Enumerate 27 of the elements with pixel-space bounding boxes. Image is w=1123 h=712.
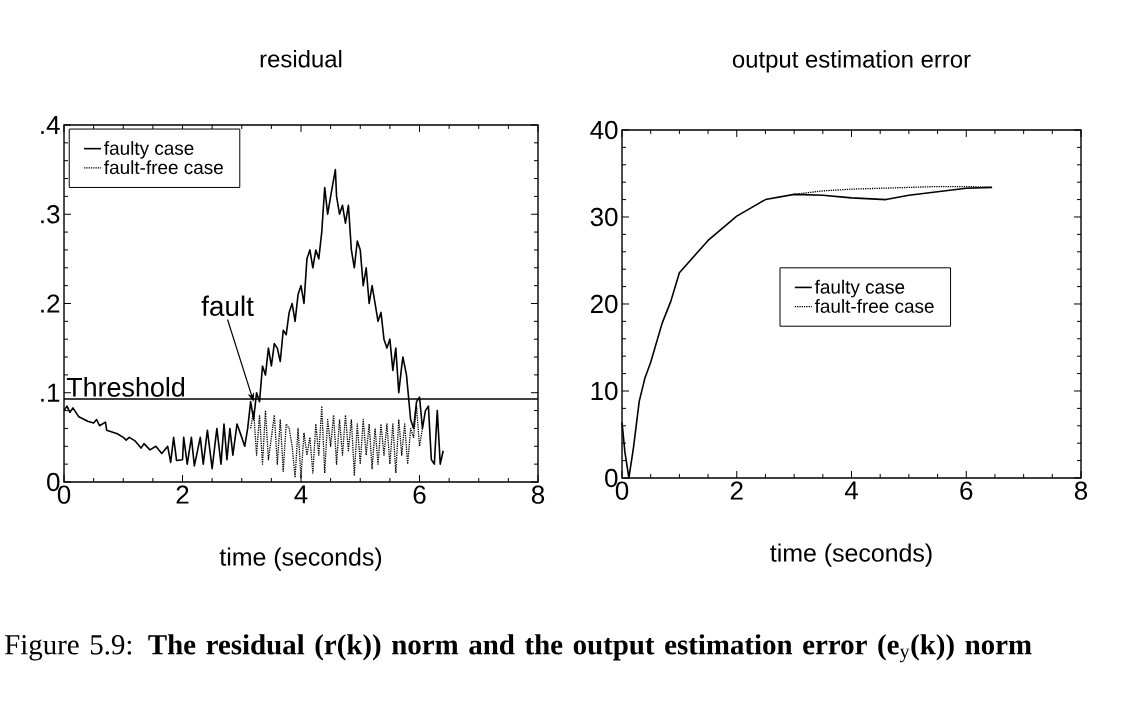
y-tick-label: 30: [590, 207, 618, 227]
legend-label: faulty case: [814, 279, 905, 298]
caption: Figure 5.9: The residual (r(k)) norm and the output estimation error (e$_{y}$(k)) norm: [5, 634, 1032, 663]
x-tick-label: 8: [531, 485, 545, 504]
x-axis-title: time (seconds): [219, 547, 382, 571]
x-tick-label: 2: [176, 485, 189, 504]
chart-title: residual: [260, 49, 342, 68]
y-tick-label: .2: [41, 294, 60, 313]
x-tick-label: 6: [960, 481, 973, 500]
x-tick-label: 2: [730, 481, 743, 500]
legend-label: faulty case: [104, 141, 194, 159]
y-tick-label: .1: [41, 383, 60, 402]
x-tick-label: 8: [1074, 481, 1088, 500]
y-tick-label: .4: [41, 116, 60, 134]
y-tick-label: 40: [590, 120, 618, 140]
x-tick-label: 6: [413, 485, 426, 504]
y-tick-label: 20: [590, 294, 618, 314]
x-axis-title: time (seconds): [770, 543, 932, 567]
x-tick-label: 4: [294, 485, 308, 504]
y-tick-label: .3: [41, 205, 60, 224]
annotation: fault: [201, 295, 254, 317]
chart-title: output estimation error: [732, 50, 971, 73]
x-tick-label: 4: [844, 481, 858, 500]
y-tick-label: 10: [591, 381, 618, 401]
legend-label: fault-free case: [814, 299, 934, 313]
ref-line-label: Threshold: [66, 377, 185, 397]
legend-label: fault-free case: [104, 160, 223, 175]
